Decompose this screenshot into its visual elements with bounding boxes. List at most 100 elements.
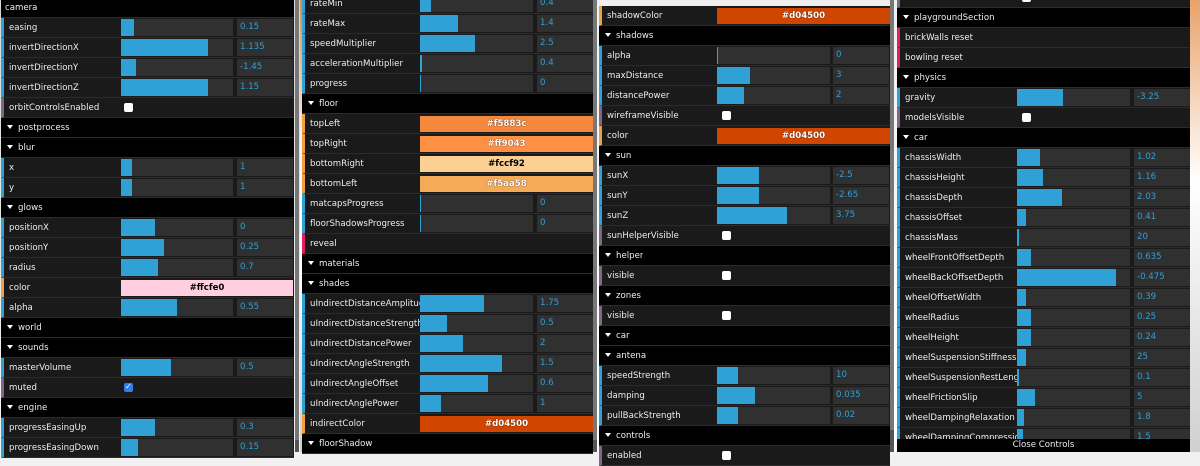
number-input[interactable]: 0.25 — [237, 239, 293, 256]
slider[interactable] — [717, 207, 830, 224]
control-distancepower[interactable]: distancePower 2 — [599, 86, 890, 106]
number-input[interactable]: 0.635 — [1134, 249, 1190, 266]
control-accelerationmultiplier[interactable]: accelerationMultiplier 0.4 — [302, 54, 593, 74]
number-input[interactable]: 1.16 — [1134, 169, 1190, 186]
control-wheelheight[interactable]: wheelHeight 0.24 — [897, 328, 1190, 348]
number-input[interactable]: 0.4 — [537, 0, 593, 12]
slider[interactable] — [1017, 189, 1130, 206]
slider[interactable] — [1017, 169, 1130, 186]
control-sunx[interactable]: sunX -2.5 — [599, 166, 890, 186]
checkbox[interactable] — [722, 311, 731, 320]
control-wheeldampingrelaxation[interactable]: wheelDampingRelaxation 1.8 — [897, 408, 1190, 428]
control-enabled[interactable]: enabled — [897, 0, 1190, 8]
color-swatch-input[interactable]: #fccf92 — [420, 156, 593, 172]
control-invertdirectiony[interactable]: invertDirectionY -1.45 — [1, 58, 294, 78]
close-controls-button[interactable]: Close Controls — [897, 439, 1190, 452]
slider[interactable] — [121, 359, 233, 376]
number-input[interactable]: 3.75 — [833, 207, 889, 224]
checkbox[interactable] — [722, 271, 731, 280]
number-input[interactable]: 20 — [1134, 229, 1190, 246]
number-input[interactable]: 2.03 — [1134, 189, 1190, 206]
slider[interactable] — [1017, 89, 1130, 106]
control-speedmultiplier[interactable]: speedMultiplier 2.5 — [302, 34, 593, 54]
number-input[interactable]: 0.55 — [237, 299, 293, 316]
folder-antena[interactable]: antena — [599, 346, 890, 366]
number-input[interactable]: 0.15 — [237, 439, 293, 456]
number-input[interactable]: 0.3 — [237, 419, 293, 436]
control-alpha[interactable]: alpha 0.55 — [1, 298, 294, 318]
number-input[interactable]: 0 — [833, 47, 889, 64]
slider[interactable] — [420, 335, 533, 352]
number-input[interactable]: 0 — [537, 75, 593, 92]
slider[interactable] — [1017, 349, 1130, 366]
control-progress[interactable]: progress 0 — [302, 74, 593, 94]
number-input[interactable]: 25 — [1134, 349, 1190, 366]
control-color[interactable]: color #d04500 — [599, 126, 890, 146]
number-input[interactable]: -2.65 — [833, 187, 889, 204]
control-visible[interactable]: visible — [599, 266, 890, 286]
slider[interactable] — [121, 219, 233, 236]
control-chassiswidth[interactable]: chassisWidth 1.02 — [897, 148, 1190, 168]
number-input[interactable]: 1 — [537, 395, 593, 412]
folder-postprocess[interactable]: postprocess — [1, 118, 294, 138]
slider[interactable] — [121, 179, 233, 196]
control-progresseasingdown[interactable]: progressEasingDown 0.15 — [1, 438, 294, 458]
number-input[interactable]: 0.41 — [1134, 209, 1190, 226]
control-shadowcolor[interactable]: shadowColor #d04500 — [599, 6, 890, 26]
slider[interactable] — [121, 19, 233, 36]
control-uindirectangleoffset[interactable]: uIndirectAngleOffset 0.6 — [302, 374, 593, 394]
slider[interactable] — [420, 35, 533, 52]
control-color[interactable]: color #ffcfe0 — [1, 278, 294, 298]
checkbox[interactable] — [1022, 113, 1031, 122]
checkbox[interactable] — [722, 451, 731, 460]
number-input[interactable]: 0.1 — [1134, 369, 1190, 386]
control-alpha[interactable]: alpha 0 — [599, 46, 890, 66]
slider[interactable] — [1017, 329, 1130, 346]
slider[interactable] — [420, 215, 533, 232]
folder-camera[interactable]: camera — [1, 0, 294, 18]
folder-engine[interactable]: engine — [1, 398, 294, 418]
control-uindirectdistanceamplitude[interactable]: uIndirectDistanceAmplitude 1.75 — [302, 294, 593, 314]
control-ratemax[interactable]: rateMax 1.4 — [302, 14, 593, 34]
number-input[interactable]: 1.5 — [537, 355, 593, 372]
control-uindirectanglepower[interactable]: uIndirectAnglePower 1 — [302, 394, 593, 414]
control-orbitcontrolsenabled[interactable]: orbitControlsEnabled — [1, 98, 294, 118]
slider[interactable] — [717, 187, 830, 204]
number-input[interactable]: -2.5 — [833, 167, 889, 184]
number-input[interactable]: 10 — [833, 367, 889, 384]
slider[interactable] — [420, 355, 533, 372]
folder-sounds[interactable]: sounds — [1, 338, 294, 358]
control-bowling-reset[interactable]: bowling reset — [897, 48, 1190, 68]
control-bottomright[interactable]: bottomRight #fccf92 — [302, 154, 593, 174]
slider[interactable] — [1017, 149, 1130, 166]
color-swatch-input[interactable]: #d04500 — [717, 128, 890, 144]
control-uindirectdistancestrength[interactable]: uIndirectDistanceStrength 0.5 — [302, 314, 593, 334]
slider[interactable] — [420, 295, 533, 312]
folder-glows[interactable]: glows — [1, 198, 294, 218]
slider[interactable] — [420, 315, 533, 332]
number-input[interactable]: 0.25 — [1134, 309, 1190, 326]
control-sunhelpervisible[interactable]: sunHelperVisible — [599, 226, 890, 246]
slider[interactable] — [717, 387, 830, 404]
control-topleft[interactable]: topLeft #f5883c — [302, 114, 593, 134]
slider[interactable] — [121, 59, 233, 76]
folder-helper[interactable]: helper — [599, 246, 890, 266]
control-brickwalls-reset[interactable]: brickWalls reset — [897, 28, 1190, 48]
number-input[interactable]: 1 — [237, 179, 293, 196]
slider[interactable] — [420, 55, 533, 72]
slider[interactable] — [121, 79, 233, 96]
control-speedstrength[interactable]: speedStrength 10 — [599, 366, 890, 386]
number-input[interactable]: 1.15 — [237, 79, 293, 96]
number-input[interactable]: 2 — [537, 335, 593, 352]
folder-blur[interactable]: blur — [1, 138, 294, 158]
slider[interactable] — [717, 47, 830, 64]
control-matcapsprogress[interactable]: matcapsProgress 0 — [302, 194, 593, 214]
number-input[interactable]: 1.02 — [1134, 149, 1190, 166]
number-input[interactable]: 0.7 — [237, 259, 293, 276]
control-radius[interactable]: radius 0.7 — [1, 258, 294, 278]
control-positionx[interactable]: positionX 0 — [1, 218, 294, 238]
control-invertdirectionz[interactable]: invertDirectionZ 1.15 — [1, 78, 294, 98]
number-input[interactable]: -1.45 — [237, 59, 293, 76]
control-wireframevisible[interactable]: wireframeVisible — [599, 106, 890, 126]
